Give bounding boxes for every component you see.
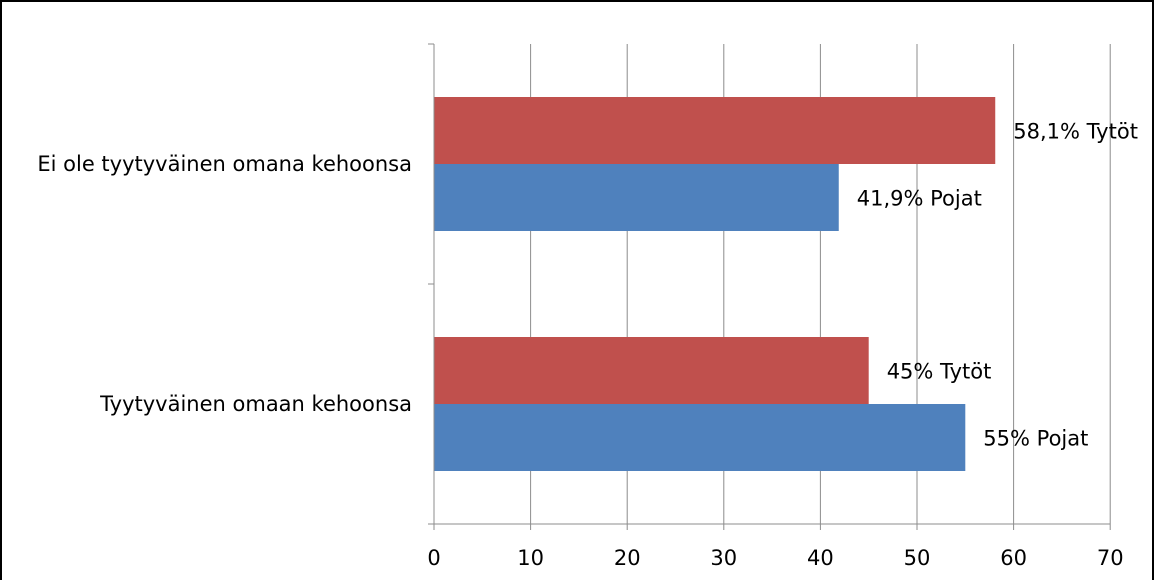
x-tick-label-20: 20 bbox=[614, 546, 641, 570]
bar-tytot-0 bbox=[434, 97, 996, 164]
bar-pojat-1 bbox=[434, 404, 966, 471]
bar-tytot-1 bbox=[434, 337, 869, 404]
x-tick-label-0: 0 bbox=[427, 546, 440, 570]
x-tick-label-50: 50 bbox=[904, 546, 931, 570]
x-tick-label-40: 40 bbox=[807, 546, 834, 570]
bar-pojat-0 bbox=[434, 164, 839, 231]
x-tick-label-10: 10 bbox=[517, 546, 544, 570]
x-tick-label-60: 60 bbox=[1000, 546, 1027, 570]
labels: 58,1% Tytöt 41,9% Pojat Ei ole tyytyväinen… bbox=[37, 120, 1138, 571]
data-label-tytot-1: 45% Tytöt bbox=[887, 360, 992, 384]
x-tick-label-30: 30 bbox=[710, 546, 737, 570]
x-tick-label-70: 70 bbox=[1097, 546, 1124, 570]
category-label-1: Tyytyväinen omaan kehoonsa bbox=[99, 392, 412, 416]
data-label-tytot-0: 58,1% Tytöt bbox=[1013, 120, 1138, 144]
data-label-pojat-1: 55% Pojat bbox=[983, 427, 1088, 451]
data-label-pojat-0: 41,9% Pojat bbox=[857, 187, 982, 211]
bars bbox=[434, 97, 996, 471]
axes bbox=[428, 43, 1111, 530]
category-label-0: Ei ole tyytyväinen omana kehoonsa bbox=[37, 152, 412, 176]
